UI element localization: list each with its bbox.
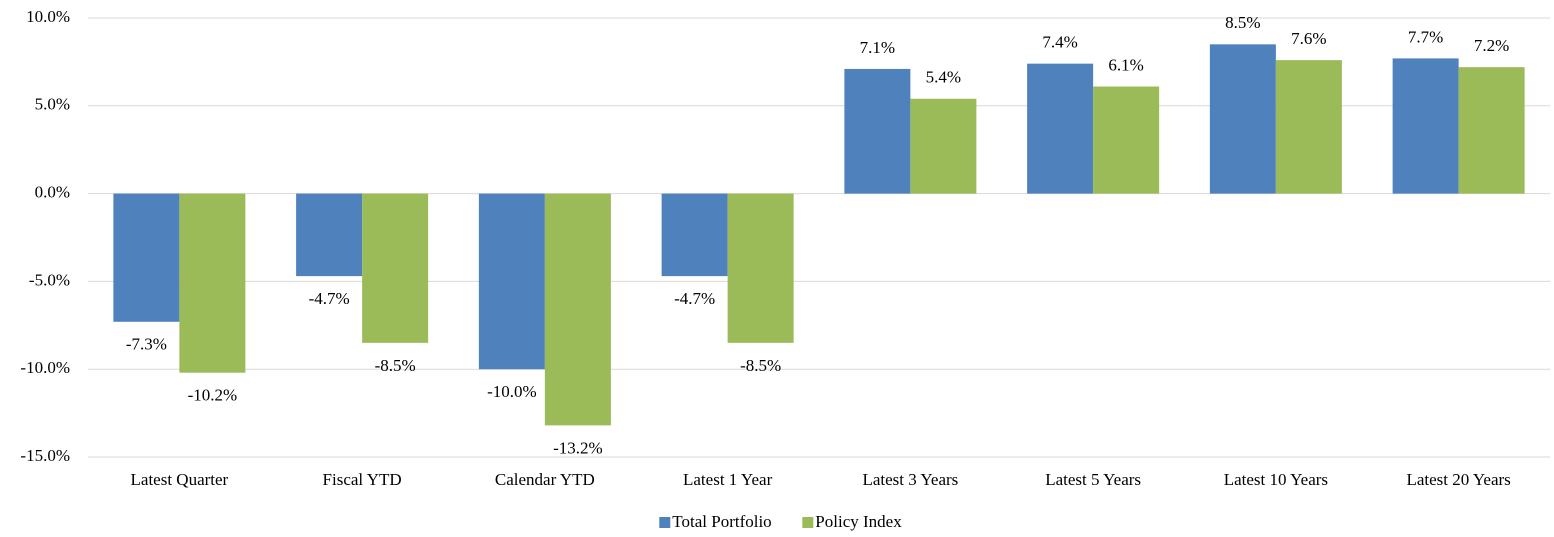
bar [1027, 63, 1094, 194]
bar [1093, 86, 1160, 194]
y-tick-label: 10.0% [26, 7, 70, 26]
bar [296, 193, 363, 277]
bar [1458, 67, 1525, 194]
data-label: -7.3% [126, 335, 167, 354]
legend-label: Total Portfolio [672, 512, 771, 531]
bar [544, 193, 611, 426]
x-tick-label: Latest 5 Years [1045, 470, 1141, 489]
legend-swatch [659, 517, 671, 528]
data-label: 8.5% [1225, 13, 1260, 32]
legend-label: Policy Index [815, 512, 902, 531]
data-label: -4.7% [674, 289, 715, 308]
x-tick-label: Latest 3 Years [862, 470, 958, 489]
y-tick-label: 5.0% [35, 95, 70, 114]
data-label: 7.4% [1042, 33, 1077, 52]
x-tick-label: Latest 10 Years [1224, 470, 1328, 489]
x-tick-label: Latest Quarter [131, 470, 229, 489]
bar [113, 193, 180, 322]
bar [179, 193, 246, 373]
data-label: -8.5% [375, 356, 416, 375]
data-label: 7.2% [1474, 36, 1509, 55]
y-tick-label: -15.0% [20, 446, 70, 465]
data-label: 7.7% [1408, 27, 1443, 46]
x-tick-label: Fiscal YTD [323, 470, 402, 489]
bar [362, 193, 429, 343]
data-label: -10.0% [487, 382, 537, 401]
data-label: 5.4% [926, 68, 961, 87]
bar [910, 98, 977, 194]
y-tick-label: -5.0% [29, 270, 70, 289]
data-label: -13.2% [553, 438, 603, 457]
data-label: -8.5% [740, 356, 781, 375]
x-tick-label: Latest 1 Year [683, 470, 773, 489]
y-tick-label: -10.0% [20, 358, 70, 377]
bar [661, 193, 728, 277]
legend-swatch [802, 517, 814, 528]
bar [478, 193, 545, 370]
x-tick-label: Calendar YTD [495, 470, 595, 489]
bar [1392, 58, 1459, 194]
x-tick-label: Latest 20 Years [1406, 470, 1510, 489]
bar [1209, 44, 1276, 194]
y-tick-label: 0.0% [35, 183, 70, 202]
data-label: 7.1% [860, 38, 895, 57]
bar [1275, 60, 1342, 194]
bar [727, 193, 794, 343]
data-label: 6.1% [1108, 55, 1143, 74]
bar [844, 68, 911, 194]
data-label: -10.2% [188, 386, 238, 405]
data-label: 7.6% [1291, 29, 1326, 48]
data-label: -4.7% [309, 289, 350, 308]
